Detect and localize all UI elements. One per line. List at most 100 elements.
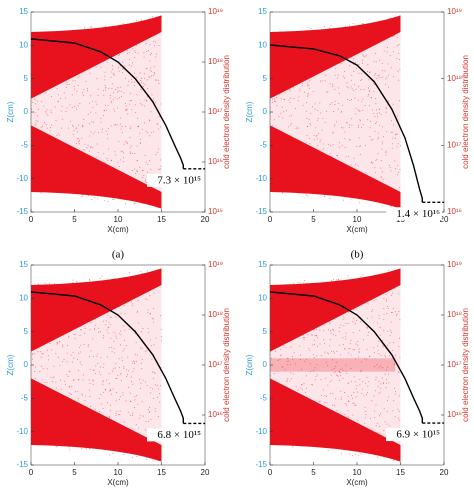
particle	[104, 200, 106, 202]
particle	[157, 18, 159, 20]
particle	[395, 271, 397, 273]
particle	[347, 275, 349, 277]
particle	[79, 322, 81, 324]
particle	[131, 362, 133, 364]
particle	[364, 144, 366, 146]
particle	[114, 425, 116, 427]
particle	[384, 354, 386, 356]
particle	[394, 387, 396, 389]
particle	[377, 322, 379, 324]
particle	[96, 282, 98, 284]
particle	[33, 53, 35, 55]
particle	[110, 441, 111, 443]
particle	[324, 183, 326, 185]
particle	[150, 345, 152, 346]
particle	[34, 422, 36, 424]
particle	[326, 402, 328, 404]
particle	[39, 56, 41, 58]
particle	[147, 199, 148, 201]
particle	[292, 141, 294, 143]
particle	[335, 371, 337, 373]
particle	[43, 105, 45, 107]
y-tick-label: 5	[263, 74, 268, 83]
particle	[304, 414, 306, 416]
x-tick-label: 5	[311, 468, 316, 477]
particle	[138, 427, 139, 429]
particle	[383, 330, 385, 331]
particle	[125, 345, 127, 347]
particle	[328, 329, 329, 331]
particle	[290, 189, 292, 191]
particle	[74, 80, 76, 82]
particle	[342, 127, 344, 129]
particle	[128, 328, 130, 330]
particle	[113, 92, 115, 94]
particle	[40, 418, 42, 420]
particle	[52, 320, 54, 322]
particle	[355, 197, 357, 198]
particle	[387, 307, 389, 309]
particle	[307, 168, 309, 170]
particle	[75, 127, 77, 129]
y-axis-label: Z(cm)	[6, 101, 15, 122]
particle	[49, 140, 50, 142]
particle	[32, 354, 34, 356]
particle	[145, 68, 147, 70]
particle	[308, 288, 310, 290]
particle	[299, 79, 301, 81]
particle	[94, 197, 96, 199]
particle	[42, 90, 44, 92]
particle	[379, 327, 381, 328]
particle	[128, 199, 130, 201]
particle	[54, 298, 56, 300]
particle	[398, 52, 400, 54]
particle	[382, 171, 383, 173]
particle	[52, 319, 53, 321]
particle	[93, 159, 95, 161]
particle	[386, 299, 387, 301]
particle	[399, 169, 401, 171]
particle	[334, 88, 336, 90]
particle	[119, 54, 120, 56]
particle	[338, 93, 340, 95]
particle	[38, 155, 40, 157]
particle	[293, 61, 295, 63]
particle	[279, 93, 281, 95]
particle	[92, 133, 94, 135]
particle	[322, 54, 324, 56]
particle	[335, 121, 337, 123]
particle	[85, 164, 87, 166]
particle	[111, 71, 113, 73]
particle	[340, 306, 342, 308]
particle	[78, 347, 80, 348]
particle	[382, 367, 383, 369]
particle	[398, 395, 400, 397]
particle	[123, 65, 125, 67]
particle	[327, 384, 329, 386]
particle	[148, 135, 150, 137]
particle	[42, 379, 44, 381]
particle	[373, 83, 375, 85]
particle	[359, 436, 361, 438]
particle	[31, 157, 33, 159]
particle	[72, 296, 74, 298]
particle	[157, 124, 159, 126]
particle	[93, 443, 95, 445]
particle	[363, 439, 365, 441]
particle	[364, 56, 366, 58]
particle	[289, 372, 291, 374]
particle	[378, 74, 380, 76]
particle	[144, 77, 145, 79]
particle	[66, 86, 68, 88]
particle	[126, 376, 128, 377]
particle	[66, 83, 68, 85]
particle	[136, 94, 138, 96]
particle	[63, 51, 64, 53]
particle	[107, 105, 109, 107]
particle	[376, 364, 378, 366]
particle	[125, 40, 127, 42]
particle	[110, 390, 112, 392]
particle	[291, 391, 293, 392]
particle	[41, 191, 43, 193]
particle	[362, 124, 364, 126]
